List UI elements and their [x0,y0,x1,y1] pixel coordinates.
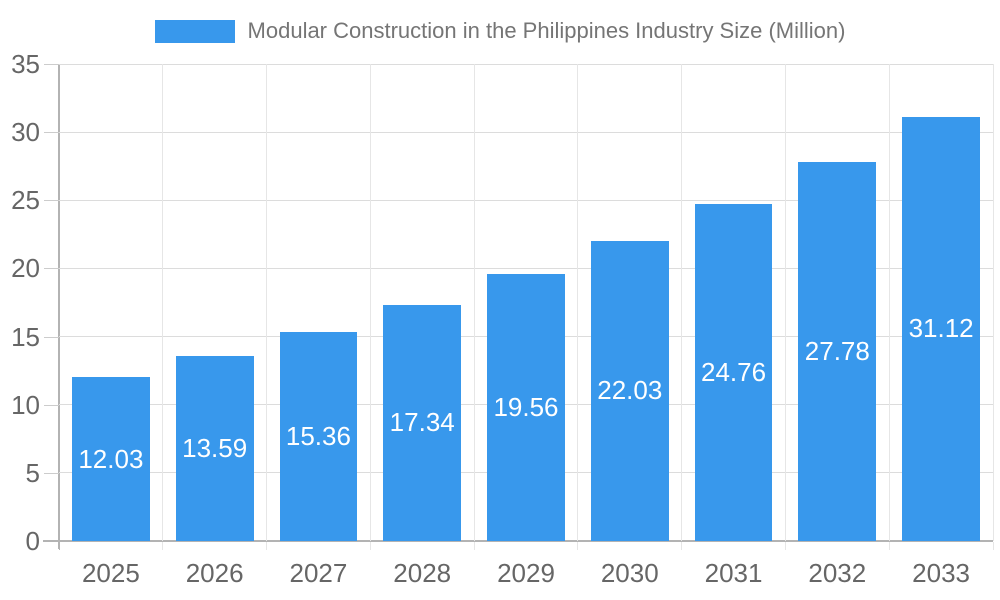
y-tick-label: 10 [11,389,40,420]
y-axis-tick [44,404,59,406]
y-tick-label: 15 [11,321,40,352]
x-axis-tick [58,542,60,550]
v-gridline [162,64,164,541]
v-gridline [473,64,475,541]
bar-value-label: 19.56 [493,392,559,423]
x-tick-label: 2032 [808,558,867,588]
v-gridline [681,64,683,541]
bar-value-label: 13.59 [182,432,248,463]
y-tick-label: 5 [25,457,40,488]
v-gridline [577,64,579,541]
x-tick-label: 2025 [81,558,140,588]
y-tick-label: 25 [11,185,40,216]
bar: 15.36 [279,331,358,541]
y-axis-tick [44,472,59,474]
x-tick-label: 2030 [600,558,659,588]
bar: 31.12 [902,116,981,541]
x-tick-label: 2031 [704,558,763,588]
x-tick-label: 2026 [185,558,244,588]
h-gridline [59,131,993,133]
bar-value-label: 27.78 [804,336,870,367]
y-tick-label: 35 [11,49,40,79]
legend-label: Modular Construction in the Philippines … [247,18,846,43]
y-axis-line [58,64,60,549]
x-axis-tick [784,542,786,550]
x-axis-tick [266,542,268,550]
y-axis-tick [44,64,59,65]
bar-value-label: 22.03 [597,375,663,406]
bar: 22.03 [590,240,669,541]
plot-area: 12.03 13.59 15.36 17.34 19.56 22.03 24.76 27.78… [59,63,994,541]
v-gridline [266,64,268,541]
x-axis-tick [577,542,579,550]
x-axis-tick [888,542,890,550]
y-tick-label: 0 [25,526,40,556]
y-tick-label: 20 [11,253,40,284]
bar: 17.34 [383,304,462,541]
y-axis-tick [44,200,59,202]
bar: 19.56 [487,274,565,541]
y-axis-tick [44,132,59,134]
bar: 27.78 [798,162,877,541]
bar-value-label: 12.03 [78,443,144,474]
h-gridline [59,267,993,269]
bar: 24.76 [694,203,773,541]
y-axis-tick [44,336,59,338]
bar-value-label: 24.76 [701,356,767,387]
x-tick-label: 2029 [497,558,555,588]
x-tick-label: 2028 [393,558,452,588]
legend-swatch [154,19,235,43]
v-gridline [784,64,786,541]
bar-value-label: 31.12 [908,313,974,344]
v-gridline [369,64,371,541]
bar-value-label: 17.34 [389,407,455,438]
v-gridline [992,64,994,541]
bar-value-label: 15.36 [285,420,351,451]
x-axis-tick [992,542,994,550]
x-tick-label: 2027 [289,558,348,588]
x-axis-tick [162,542,164,550]
x-axis-tick [681,542,683,550]
bar: 12.03 [71,377,150,541]
h-gridline [59,63,993,65]
x-axis-tick [369,542,371,550]
v-gridline [888,64,890,541]
bar: 13.59 [175,355,254,541]
h-gridline [59,199,993,201]
x-axis-line [43,540,993,542]
y-axis-tick [44,268,59,270]
x-tick-label: 2033 [912,558,971,588]
chart-legend: Modular Construction in the Philippines … [0,18,1000,44]
x-axis-tick [473,542,475,550]
y-tick-label: 30 [11,117,40,148]
